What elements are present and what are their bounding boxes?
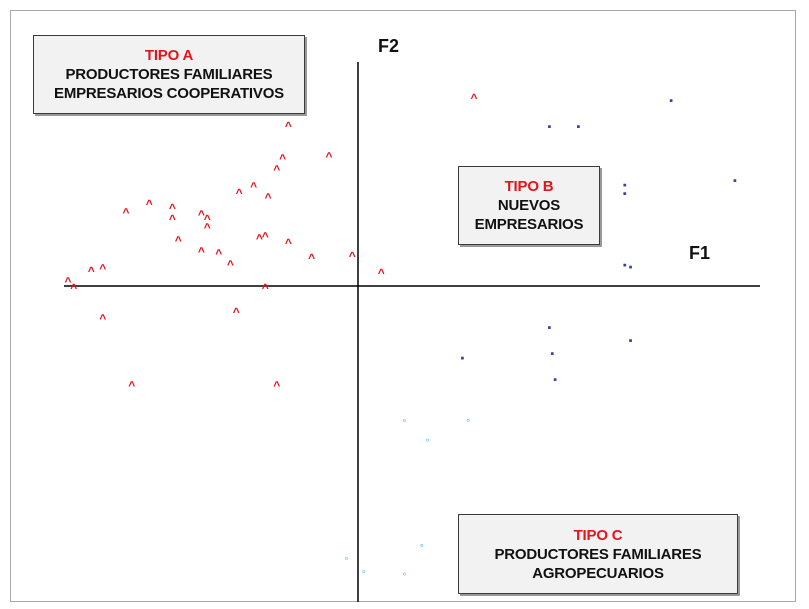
tipo-a-title: TIPO A (144, 47, 194, 64)
point-a-2: ^ (325, 149, 332, 163)
point-b-5: ▪ (733, 175, 737, 187)
point-b-7: ▪ (629, 262, 633, 274)
point-a-6: ^ (265, 190, 272, 204)
point-a-14: ^ (378, 266, 385, 280)
point-a-33: ^ (262, 281, 269, 295)
point-a-21: ^ (198, 244, 205, 258)
point-c-6: ◦ (344, 553, 348, 565)
point-b-1: ▪ (547, 121, 551, 133)
point-a-32: ^ (273, 378, 280, 392)
point-b-9: ▪ (460, 352, 464, 364)
point-a-25: ^ (88, 264, 95, 278)
tipo-b-line-1: NUEVOS (497, 197, 561, 214)
point-a-27: ^ (70, 281, 77, 295)
point-a-9: ^ (279, 152, 286, 166)
f2-axis-label: F2 (378, 36, 399, 56)
point-a-12: ^ (308, 251, 315, 265)
tipo-b-line-2: EMPRESARIOS (474, 216, 584, 233)
point-b-0: ▪ (669, 95, 673, 107)
tipo-c-line-2: AGROPECUARIOS (532, 564, 664, 582)
point-b-6: ▪ (623, 259, 627, 271)
point-a-26: ^ (99, 262, 106, 276)
f1-axis-label: F1 (689, 243, 710, 263)
point-a-10: ^ (262, 229, 269, 243)
point-b-8: ▪ (547, 322, 551, 334)
point-a-19: ^ (204, 221, 211, 235)
points-layer: ^^^^ ^^ ^^^^^ ^^ ^^^ ^ ^^^^^ ^^^^ ^^^^^^ ^^▪▪ ▪▪▪▪… (64, 91, 737, 580)
point-c-1: ◦ (426, 434, 430, 446)
point-a-0: ^ (470, 91, 477, 105)
point-a-22: ^ (215, 247, 222, 261)
tipo-b-title: TIPO B (504, 178, 554, 195)
point-b-3: ▪ (623, 179, 627, 191)
point-a-16: ^ (169, 201, 176, 215)
point-b-4: ▪ (623, 188, 627, 200)
point-a-8: ^ (273, 162, 280, 176)
point-a-7: ^ (250, 180, 257, 194)
point-c-8: ◦ (362, 566, 366, 578)
point-c-5: ◦ (402, 568, 406, 580)
point-a-30: ^ (99, 311, 106, 325)
tipo-c-line-1: PRODUCTORES FAMILIARES (494, 545, 702, 563)
point-a-31: ^ (128, 378, 135, 392)
tipo-c-title: TIPO C (573, 526, 623, 544)
point-a-18: ^ (204, 212, 211, 226)
point-a-11: ^ (285, 236, 292, 250)
point-b-10: ▪ (550, 348, 554, 360)
point-c-4: ◦ (420, 540, 424, 552)
point-c-0: ◦ (402, 415, 406, 427)
point-a-4: ^ (169, 212, 176, 226)
point-b-12: ▪ (629, 335, 633, 347)
point-a-29: ^ (233, 305, 240, 319)
point-a-17: ^ (198, 208, 205, 222)
tipo-a-line-2: EMPRESARIOS COOPERATIVOS (54, 85, 284, 102)
point-b-11: ▪ (553, 374, 557, 386)
tipo-a-line-1: PRODUCTORES FAMILIARES (65, 66, 273, 83)
point-a-24: ^ (256, 231, 263, 245)
point-a-1: ^ (285, 119, 292, 133)
tipo-b-label-box: TIPO B NUEVOS EMPRESARIOS (458, 166, 600, 245)
point-a-23: ^ (227, 257, 234, 271)
tipo-c-label-box: TIPO C PRODUCTORES FAMILIARES AGROPECUAR… (458, 514, 738, 594)
point-c-2: ◦ (466, 415, 470, 427)
point-a-5: ^ (236, 186, 243, 200)
point-a-20: ^ (175, 234, 182, 248)
point-a-28: ^ (64, 275, 71, 289)
point-b-2: ▪ (576, 121, 580, 133)
point-a-13: ^ (349, 249, 356, 263)
tipo-a-label-box: TIPO A PRODUCTORES FAMILIARES EMPRESARIO… (33, 35, 305, 114)
point-a-3: ^ (122, 206, 129, 220)
point-a-15: ^ (146, 197, 153, 211)
